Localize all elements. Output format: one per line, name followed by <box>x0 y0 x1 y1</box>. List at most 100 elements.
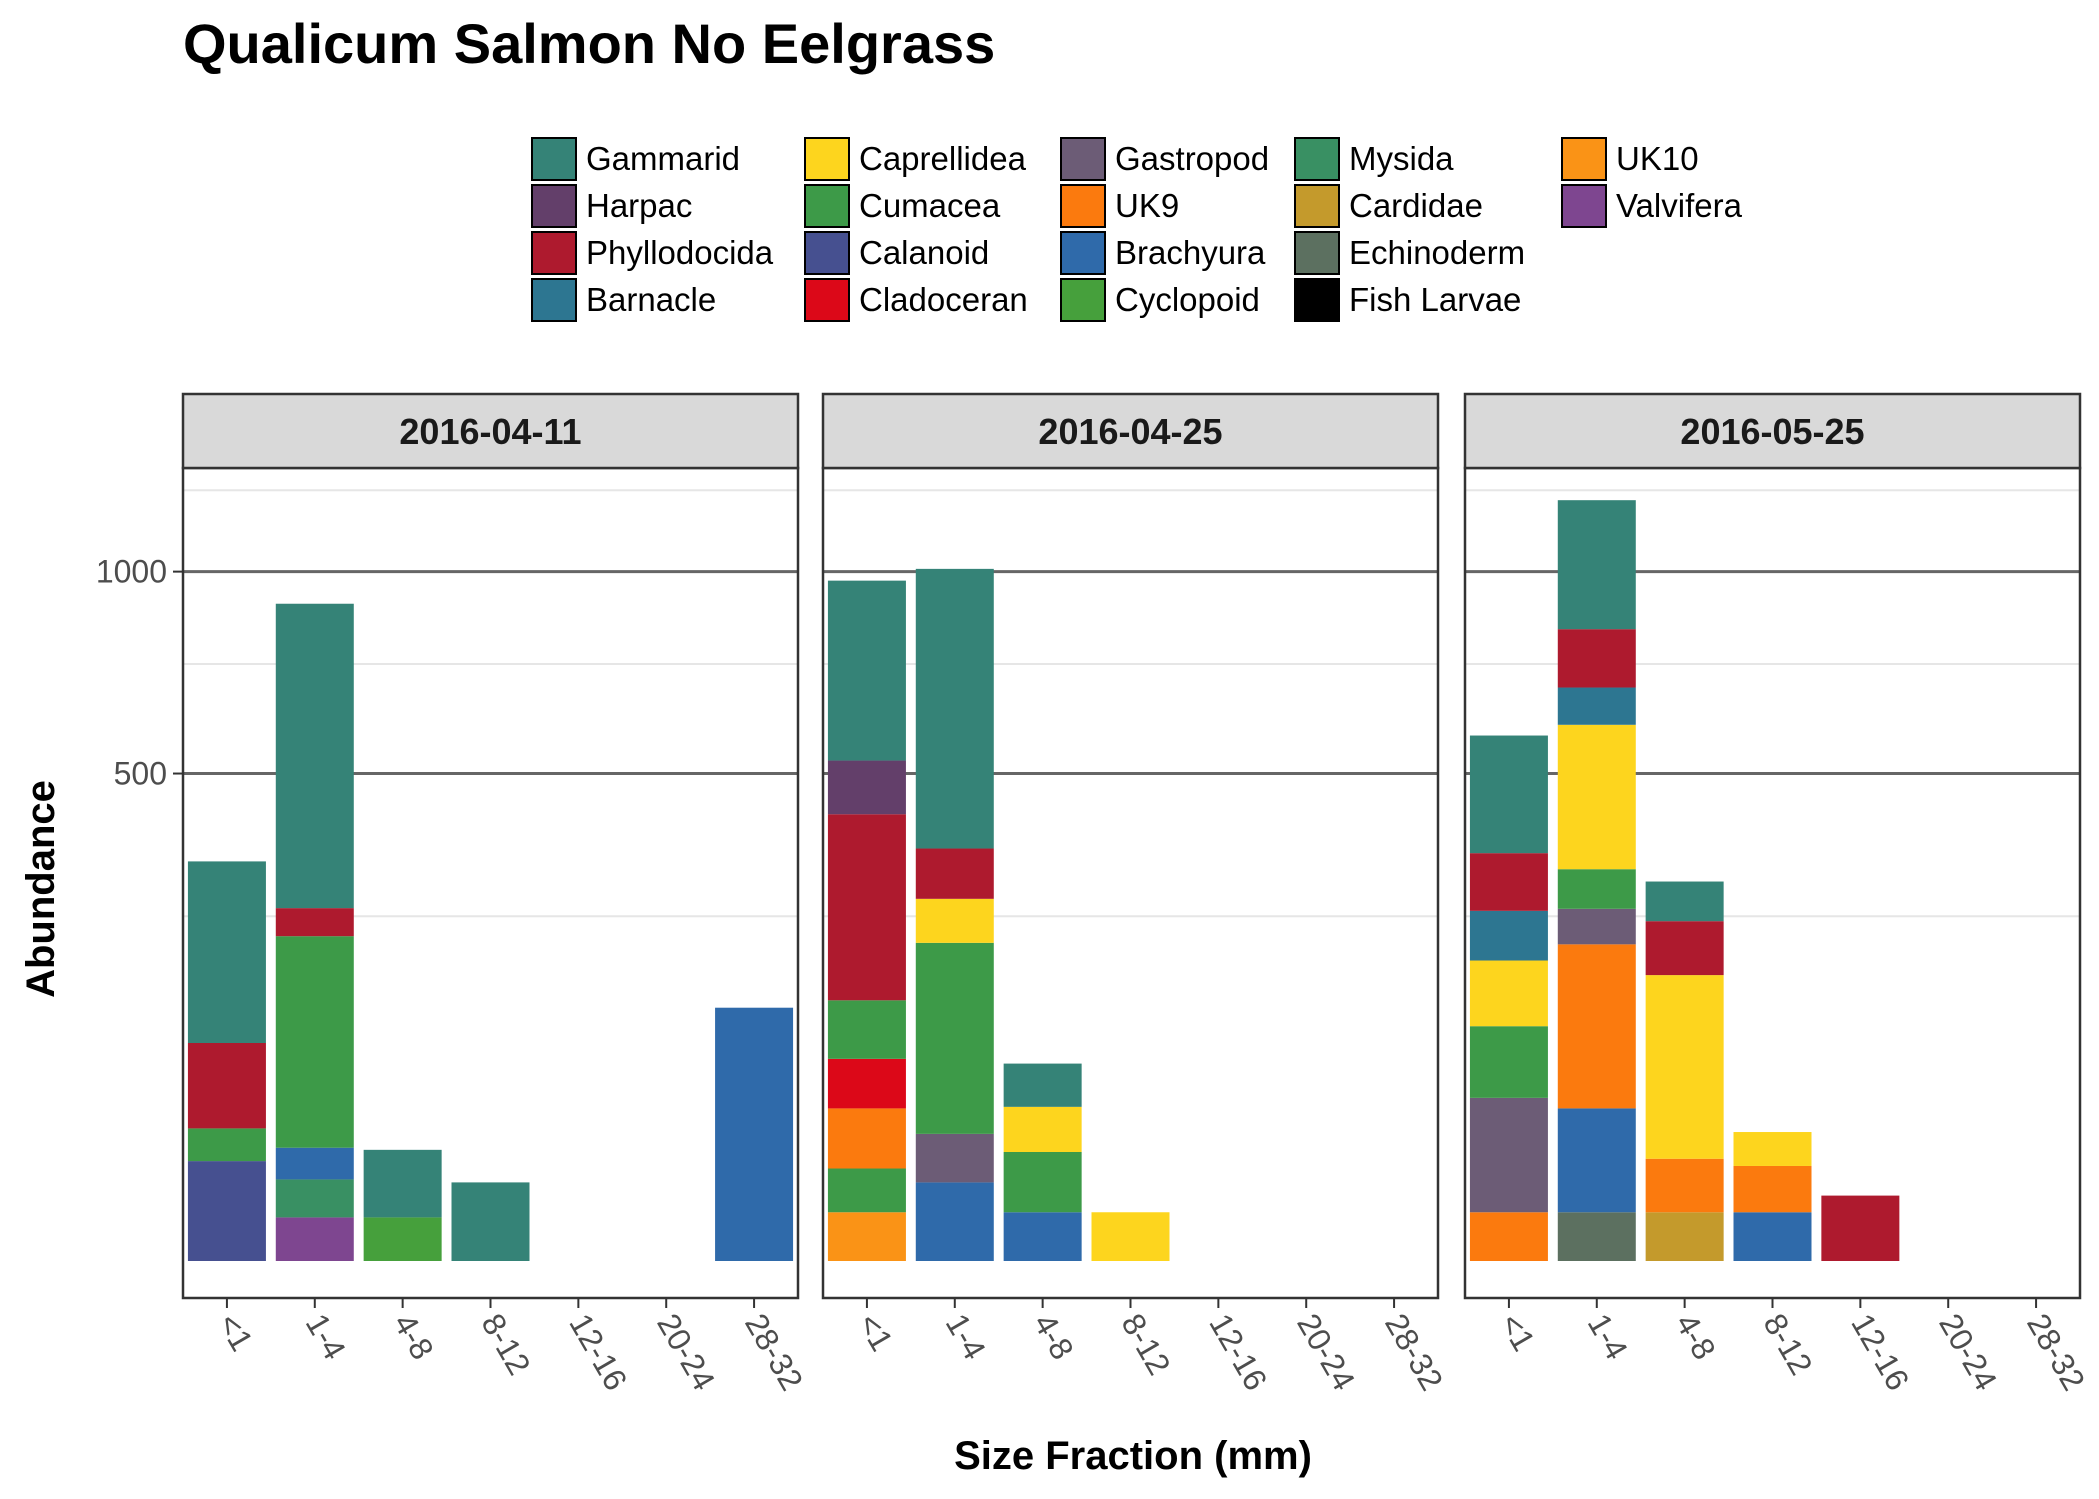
bar-segment-cumacea <box>1557 869 1636 909</box>
x-tick-label: 8-12 <box>474 1308 537 1381</box>
legend-swatch-uk9 <box>1060 184 1106 228</box>
legend-swatch-valvifera <box>1561 184 1607 228</box>
bar-segment-cumacea <box>1003 1152 1082 1213</box>
bar-segment-gammarid <box>363 1149 442 1218</box>
bar-segment-gammarid <box>275 603 354 909</box>
bar-segment-phyllodocida <box>915 848 994 899</box>
legend-label-mysida: Mysida <box>1349 140 1454 177</box>
legend-label-gammarid: Gammarid <box>586 140 740 177</box>
legend-label-harpac: Harpac <box>586 187 692 224</box>
bar-segment-gammarid <box>1469 735 1548 854</box>
legend-swatch-gammarid <box>531 137 577 181</box>
legend-swatch-fish-larvae <box>1294 278 1340 322</box>
chart-title: Qualicum Salmon No Eelgrass <box>183 12 995 75</box>
bar-segment-brachyura <box>915 1182 994 1261</box>
bar-segment-barnacle <box>1469 910 1548 961</box>
bar-segment-uk9 <box>827 1108 906 1169</box>
legend-swatch-uk10 <box>1561 137 1607 181</box>
bar-segment-caprellidea <box>1469 960 1548 1027</box>
x-tick-label: 4-8 <box>1027 1308 1081 1366</box>
legend-label-cardidae: Cardidae <box>1349 187 1483 224</box>
bar-segment-mysida <box>275 1179 354 1218</box>
panel-2016-04-11: 2016-04-11 <1 1-4 4-8 8-12 12-16 20-24 28-32 500… <box>96 392 810 1396</box>
legend-swatch-barnacle <box>531 278 577 322</box>
legend-label-echinoderm: Echinoderm <box>1349 234 1525 271</box>
bar-segment-cumacea <box>1469 1026 1548 1098</box>
bar-segment-caprellidea <box>1645 975 1724 1159</box>
bar-segment-phyllodocida <box>1557 629 1636 688</box>
bar-segment-brachyura <box>715 1007 794 1261</box>
bar-segment-caprellidea <box>1003 1106 1082 1152</box>
x-tick-label: 4-8 <box>1669 1308 1723 1366</box>
legend-swatch-mysida <box>1294 137 1340 181</box>
x-tick-label: 1-4 <box>939 1308 993 1366</box>
legend-label-caprellidea: Caprellidea <box>859 140 1027 177</box>
bar-segment-valvifera <box>275 1217 354 1261</box>
legend-label-brachyura: Brachyura <box>1115 234 1266 271</box>
bar-segment-caprellidea <box>1557 724 1636 870</box>
legend-swatch-cumacea <box>804 184 850 228</box>
panel-strip-label: 2016-04-11 <box>399 411 581 452</box>
bar-segment-caprellidea <box>1091 1212 1170 1261</box>
legend-swatch-caprellidea <box>804 137 850 181</box>
bar-segment-uk9 <box>1645 1158 1724 1213</box>
legend: Gammarid Harpac Phyllodocida Barnacle Caprel… <box>531 137 1743 322</box>
panel-strip-label: 2016-04-25 <box>1038 411 1222 452</box>
bar-segment-cardidae <box>1645 1212 1724 1261</box>
bar-segment-echinoderm <box>1557 1212 1636 1261</box>
bar-segment-cumacea <box>827 1000 906 1059</box>
bar-segment-uk9 <box>1469 1212 1548 1261</box>
legend-label-phyllodocida: Phyllodocida <box>586 234 774 271</box>
bar-segment-phyllodocida <box>1645 921 1724 976</box>
x-tick-label: <1 <box>1493 1308 1542 1358</box>
legend-swatch-cardidae <box>1294 184 1340 228</box>
panel-strip <box>1463 392 2082 470</box>
bar-segment-gammarid <box>915 568 994 849</box>
y-axis-title: Abundance <box>19 780 63 998</box>
bar-segment-gastropod <box>915 1133 994 1183</box>
legend-swatch-harpac <box>531 184 577 228</box>
x-tick-label: 8-12 <box>1114 1308 1177 1381</box>
bar-segment-phyllodocida <box>827 814 906 1001</box>
y-tick-label: 1000 <box>96 554 167 590</box>
bar-segment-uk10 <box>827 1212 906 1261</box>
bar-segment-uk9 <box>1557 944 1636 1109</box>
panel-strip-label: 2016-05-25 <box>1680 411 1864 452</box>
legend-label-cyclopoid: Cyclopoid <box>1115 281 1260 318</box>
bar-segment-gammarid <box>187 861 266 1043</box>
legend-label-barnacle: Barnacle <box>586 281 716 318</box>
bar-segment-gastropod <box>1557 908 1636 945</box>
legend-swatch-phyllodocida <box>531 231 577 275</box>
x-tick-label: 12-16 <box>1202 1308 1274 1397</box>
bar-segment-harpac <box>827 760 906 815</box>
legend-label-gastropod: Gastropod <box>1115 140 1269 177</box>
panel-strip <box>821 392 1440 470</box>
bar-segment-phyllodocida <box>275 908 354 937</box>
bar-segment-cumacea <box>187 1128 266 1162</box>
legend-label-cumacea: Cumacea <box>859 187 1001 224</box>
bar-segment-gammarid <box>1645 881 1724 922</box>
x-tick-label: 4-8 <box>387 1308 441 1366</box>
legend-label-uk9: UK9 <box>1115 187 1179 224</box>
bar-segment-gammarid <box>1003 1063 1082 1107</box>
bar-segment-phyllodocida <box>187 1043 266 1129</box>
bar-segment-gammarid <box>451 1182 530 1261</box>
bar-segment-cyclopoid <box>363 1217 442 1261</box>
bar-segment-brachyura <box>1003 1212 1082 1261</box>
legend-label-valvifera: Valvifera <box>1616 187 1743 224</box>
legend-label-fish-larvae: Fish Larvae <box>1349 281 1521 318</box>
bar-segment-gammarid <box>827 580 906 761</box>
x-tick-label: 20-24 <box>1290 1308 1362 1397</box>
panel-strip <box>181 392 800 470</box>
bar-segment-gammarid <box>1557 500 1636 630</box>
x-tick-label: 20-24 <box>1932 1308 2004 1397</box>
legend-swatch-calanoid <box>804 231 850 275</box>
bar-segment-calanoid <box>187 1161 266 1261</box>
bar-segment-uk9 <box>1733 1165 1812 1213</box>
bar-segment-barnacle <box>1557 687 1636 725</box>
panel-2016-04-25: 2016-04-25 <1 1-4 4-8 8-12 12-16 20-24 28-32 <box>821 392 1450 1397</box>
x-axis-title: Size Fraction (mm) <box>954 1434 1312 1478</box>
legend-swatch-cladoceran <box>804 278 850 322</box>
legend-swatch-brachyura <box>1060 231 1106 275</box>
